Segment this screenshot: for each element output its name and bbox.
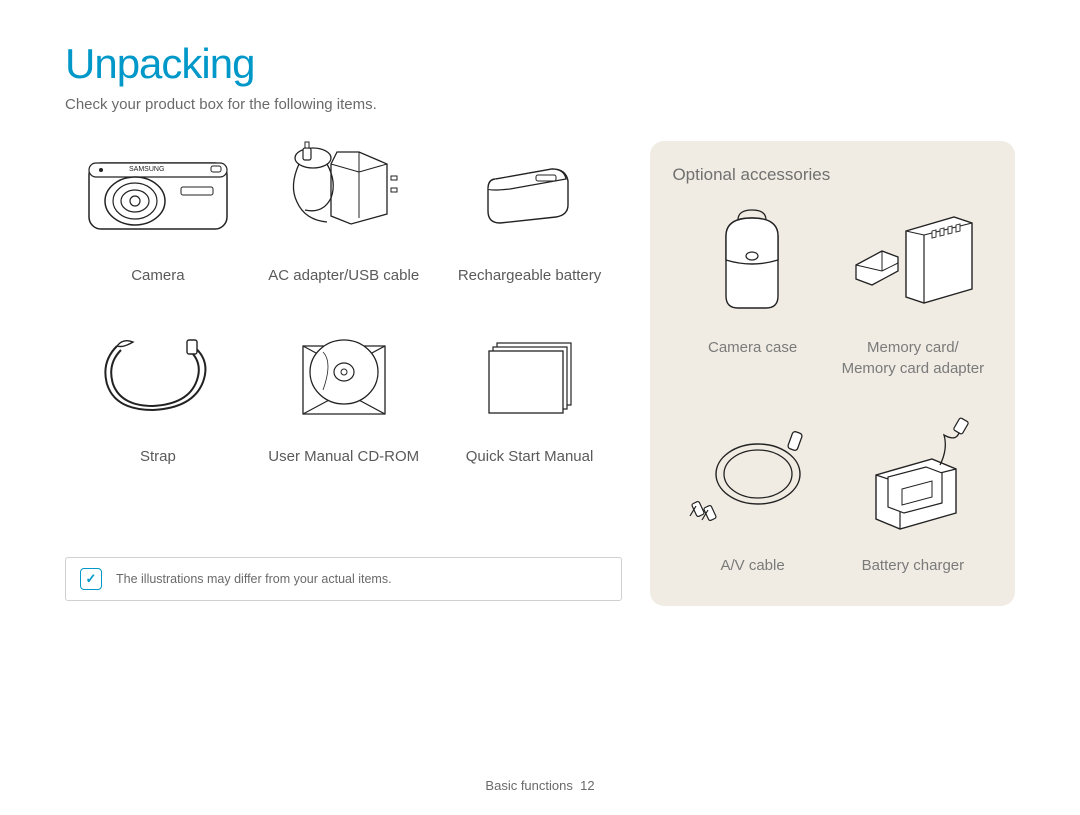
item-label: Camera case [708,337,797,358]
item-camera: SAMSUNG Camera [65,141,251,286]
item-label: Rechargeable battery [458,265,601,286]
item-label: AC adapter/USB cable [268,265,419,286]
opt-battery-charger: Battery charger [833,419,993,576]
memory-card-icon [848,201,978,321]
included-items-panel: SAMSUNG Camera [65,141,622,606]
opt-camera-case: Camera case [672,201,832,379]
note-text: The illustrations may differ from your a… [116,572,392,586]
opt-av-cable: A/V cable [672,419,832,576]
optional-title: Optional accessories [672,165,993,185]
manual-icon [475,322,585,432]
included-grid: SAMSUNG Camera [65,141,622,467]
item-strap: Strap [65,322,251,467]
camera-icon: SAMSUNG [83,141,233,251]
footer-section: Basic functions [485,778,572,793]
camera-case-icon [708,201,798,321]
item-quick-start: Quick Start Manual [437,322,623,467]
item-battery: Rechargeable battery [437,141,623,286]
page-subtitle: Check your product box for the following… [65,96,1015,113]
item-label: Strap [140,446,176,467]
item-label: Battery charger [862,555,965,576]
battery-charger-icon [848,419,978,539]
svg-text:SAMSUNG: SAMSUNG [129,166,164,173]
content-row: SAMSUNG Camera [65,141,1015,606]
cd-rom-icon [289,322,399,432]
note-box: ✓ The illustrations may differ from your… [65,557,622,601]
item-label: A/V cable [720,555,784,576]
opt-memory-card: Memory card/ Memory card adapter [833,201,993,379]
optional-grid: Camera case Memory c [672,201,993,576]
item-label: Camera [131,265,184,286]
ac-adapter-icon [269,141,419,251]
footer-page: 12 [580,778,594,793]
item-label: Memory card/ Memory card adapter [842,337,985,379]
battery-icon [480,141,580,251]
av-cable-icon [688,419,818,539]
note-icon: ✓ [80,568,102,590]
item-ac-adapter: AC adapter/USB cable [251,141,437,286]
item-label: User Manual CD-ROM [268,446,419,467]
page-footer: Basic functions 12 [0,778,1080,793]
item-cd-rom: User Manual CD-ROM [251,322,437,467]
optional-panel: Optional accessories Camera case [650,141,1015,606]
page-title: Unpacking [65,40,1015,88]
item-label: Quick Start Manual [466,446,594,467]
strap-icon [93,322,223,432]
